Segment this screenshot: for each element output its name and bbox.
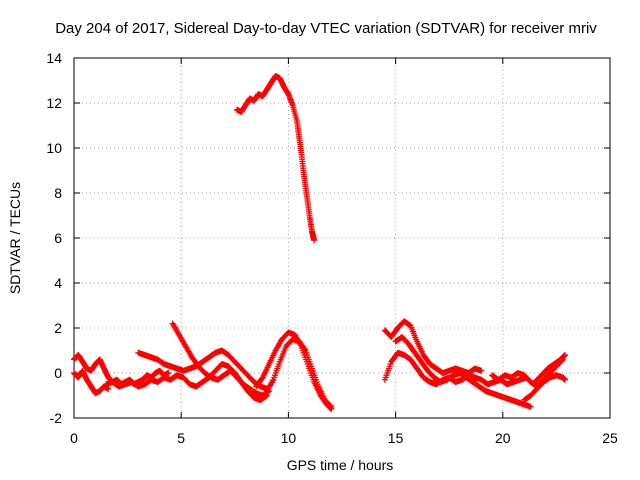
point-markers bbox=[531, 352, 568, 385]
point-markers bbox=[381, 318, 485, 376]
series-arc-h bbox=[381, 318, 485, 376]
series-arc-l bbox=[521, 372, 568, 403]
x-axis-label: GPS time / hours bbox=[287, 457, 394, 473]
point-markers bbox=[71, 367, 112, 397]
point-markers bbox=[521, 372, 568, 403]
y-tick-label: 8 bbox=[54, 185, 62, 201]
x-tick-label: 0 bbox=[70, 430, 78, 446]
axis-ticks: 0 5 10 15 20 25 -2 0 2 4 6 8 10 12 14 bbox=[46, 50, 618, 446]
y-tick-label: 2 bbox=[54, 320, 62, 336]
y-tick-label: 12 bbox=[46, 95, 62, 111]
series-arc-j bbox=[392, 334, 534, 410]
series-arc-m bbox=[531, 352, 568, 385]
chart-title: Day 204 of 2017, Sidereal Day-to-day VTE… bbox=[55, 20, 597, 37]
y-axis-label: SDTVAR / TECUs bbox=[7, 182, 23, 294]
series-arc-high bbox=[233, 73, 318, 244]
x-tick-label: 15 bbox=[388, 430, 404, 446]
series-arc-e bbox=[103, 361, 270, 403]
y-tick-label: 10 bbox=[46, 140, 62, 156]
x-tick-label: 20 bbox=[495, 430, 511, 446]
data-points bbox=[71, 73, 568, 412]
x-tick-label: 10 bbox=[281, 430, 297, 446]
point-markers bbox=[392, 334, 534, 410]
point-markers bbox=[263, 336, 335, 410]
y-tick-label: 4 bbox=[54, 275, 62, 291]
point-markers bbox=[233, 73, 318, 244]
y-tick-label: 0 bbox=[54, 365, 62, 381]
y-tick-label: -2 bbox=[50, 410, 63, 426]
y-tick-label: 6 bbox=[54, 230, 62, 246]
grid-lines bbox=[74, 58, 610, 418]
series-arc-b bbox=[71, 367, 112, 397]
point-markers bbox=[103, 361, 270, 403]
x-tick-label: 5 bbox=[177, 430, 185, 446]
x-tick-label: 25 bbox=[602, 430, 618, 446]
series-arc-g bbox=[263, 336, 335, 410]
y-tick-label: 14 bbox=[46, 50, 62, 66]
